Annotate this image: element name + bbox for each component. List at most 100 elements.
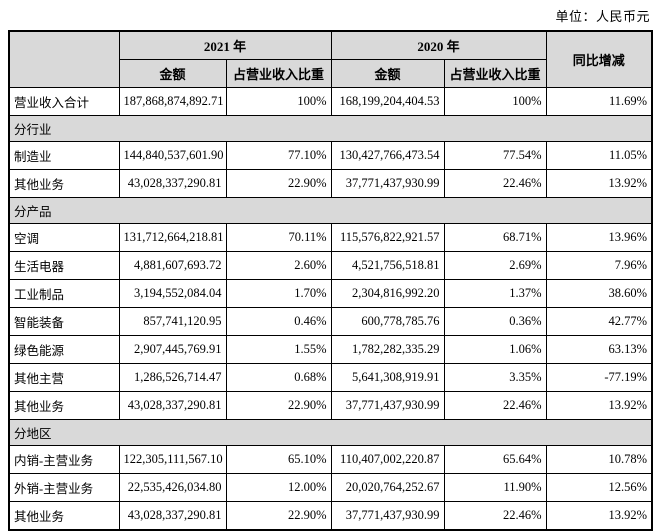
ratio-2020-cell: 3.35% bbox=[443, 363, 547, 392]
row-label-cell: 内销-主营业务 bbox=[8, 445, 120, 474]
ratio-2021-cell: 0.46% bbox=[225, 307, 332, 336]
table-row: 内销-主营业务 122,305,111,567.10 65.10% 110,407,0… bbox=[8, 445, 653, 474]
row-label-cell: 其他主营 bbox=[8, 363, 120, 392]
amount-2021-cell: 1,286,526,714.47 bbox=[118, 363, 227, 392]
amount-2021-cell: 4,881,607,693.72 bbox=[118, 251, 227, 280]
amount-2020-cell: 37,771,437,930.99 bbox=[330, 501, 445, 531]
table-row: 生活电器 4,881,607,693.72 2.60% 4,521,756,518.8… bbox=[8, 251, 653, 280]
amount-2021-cell: 187,868,874,892.71 bbox=[118, 87, 227, 116]
table-row: 其他业务 43,028,337,290.81 22.90% 37,771,437,93… bbox=[8, 391, 653, 420]
amount-2020-cell: 168,199,204,404.53 bbox=[330, 87, 445, 116]
amount-2021-cell: 857,741,120.95 bbox=[118, 307, 227, 336]
amount-2020-cell: 110,407,002,220.87 bbox=[330, 445, 445, 474]
row-label-cell: 生活电器 bbox=[8, 251, 120, 280]
amount-2021-cell: 43,028,337,290.81 bbox=[118, 391, 227, 420]
ratio-2020-header: 占营业收入比重 bbox=[443, 59, 547, 88]
table-row: 工业制品 3,194,552,084.04 1.70% 2,304,816,992.2… bbox=[8, 279, 653, 308]
amount-2020-cell: 600,778,785.76 bbox=[330, 307, 445, 336]
ratio-2020-cell: 22.46% bbox=[443, 501, 547, 531]
header-row-years: 2021 年 2020 年 同比增减 bbox=[8, 30, 653, 88]
yoy-value-cell: 12.56% bbox=[545, 473, 653, 502]
ratio-2021-cell: 77.10% bbox=[225, 141, 332, 170]
ratio-2021-cell: 22.90% bbox=[225, 169, 332, 198]
yoy-value-cell: 63.13% bbox=[545, 335, 653, 364]
ratio-2021-header: 占营业收入比重 bbox=[225, 59, 332, 88]
ratio-2021-cell: 1.70% bbox=[225, 279, 332, 308]
table-header: 2021 年 2020 年 同比增减 金额 占营业收入比重 金额 占营业收入比重 bbox=[8, 30, 653, 88]
amount-2021-cell: 122,305,111,567.10 bbox=[118, 445, 227, 474]
ratio-2020-cell: 22.46% bbox=[443, 391, 547, 420]
ratio-2020-cell: 68.71% bbox=[443, 223, 547, 252]
yoy-value-cell: 13.92% bbox=[545, 501, 653, 531]
amount-2020-cell: 4,521,756,518.81 bbox=[330, 251, 445, 280]
ratio-2021-cell: 100% bbox=[225, 87, 332, 116]
amount-2020-cell: 37,771,437,930.99 bbox=[330, 169, 445, 198]
year-2020-header: 2020 年 bbox=[330, 30, 547, 60]
row-label-cell: 其他业务 bbox=[8, 169, 120, 198]
row-label-cell: 其他业务 bbox=[8, 391, 120, 420]
yoy-value-cell: 11.69% bbox=[545, 87, 653, 116]
table-row: 营业收入合计 187,868,874,892.71 100% 168,199,204,… bbox=[8, 87, 653, 116]
yoy-value-cell: -77.19% bbox=[545, 363, 653, 392]
row-label-cell: 绿色能源 bbox=[8, 335, 120, 364]
year-2021-header: 2021 年 bbox=[118, 30, 332, 60]
amount-2020-cell: 20,020,764,252.67 bbox=[330, 473, 445, 502]
section-label: 分产品 bbox=[8, 197, 653, 224]
amount-2021-cell: 2,907,445,769.91 bbox=[118, 335, 227, 364]
yoy-header: 同比增减 bbox=[545, 30, 653, 88]
row-label-cell: 其他业务 bbox=[8, 501, 120, 531]
row-label-cell: 工业制品 bbox=[8, 279, 120, 308]
amount-2020-cell: 37,771,437,930.99 bbox=[330, 391, 445, 420]
table-row: 制造业 144,840,537,601.90 77.10% 130,427,766,4… bbox=[8, 141, 653, 170]
yoy-value-cell: 13.96% bbox=[545, 223, 653, 252]
ratio-2020-cell: 1.37% bbox=[443, 279, 547, 308]
header-row-metrics: 金额 占营业收入比重 金额 占营业收入比重 bbox=[9, 59, 652, 88]
table-row: 空调 131,712,664,218.81 70.11% 115,576,822,92… bbox=[8, 223, 653, 252]
ratio-2020-cell: 100% bbox=[443, 87, 547, 116]
ratio-2020-cell: 11.90% bbox=[443, 473, 547, 502]
ratio-2021-cell: 2.60% bbox=[225, 251, 332, 280]
corner-empty-cell bbox=[8, 30, 120, 88]
ratio-2021-cell: 65.10% bbox=[225, 445, 332, 474]
amount-2021-cell: 43,028,337,290.81 bbox=[118, 501, 227, 531]
table-row: 智能装备 857,741,120.95 0.46% 600,778,785.76 0.3… bbox=[8, 307, 653, 336]
ratio-2021-cell: 22.90% bbox=[225, 391, 332, 420]
amount-2020-cell: 130,427,766,473.54 bbox=[330, 141, 445, 170]
ratio-2021-cell: 1.55% bbox=[225, 335, 332, 364]
row-label-cell: 营业收入合计 bbox=[8, 87, 120, 116]
ratio-2021-cell: 70.11% bbox=[225, 223, 332, 252]
ratio-2021-cell: 0.68% bbox=[225, 363, 332, 392]
ratio-2020-cell: 77.54% bbox=[443, 141, 547, 170]
amount-2020-cell: 115,576,822,921.57 bbox=[330, 223, 445, 252]
row-label-cell: 智能装备 bbox=[8, 307, 120, 336]
amount-2020-cell: 5,641,308,919.91 bbox=[330, 363, 445, 392]
ratio-2021-cell: 22.90% bbox=[225, 501, 332, 531]
yoy-value-cell: 10.78% bbox=[545, 445, 653, 474]
ratio-2020-cell: 2.69% bbox=[443, 251, 547, 280]
amount-2021-cell: 43,028,337,290.81 bbox=[118, 169, 227, 198]
section-row: 分行业 bbox=[8, 115, 653, 142]
amount-2021-cell: 131,712,664,218.81 bbox=[118, 223, 227, 252]
ratio-2021-cell: 12.00% bbox=[225, 473, 332, 502]
section-label: 分行业 bbox=[8, 115, 653, 142]
table-row: 其他业务 43,028,337,290.81 22.90% 37,771,437,93… bbox=[8, 169, 653, 198]
amount-2021-cell: 22,535,426,034.80 bbox=[118, 473, 227, 502]
ratio-2020-cell: 22.46% bbox=[443, 169, 547, 198]
amount-2021-header: 金额 bbox=[118, 59, 227, 88]
yoy-value-cell: 38.60% bbox=[545, 279, 653, 308]
row-label-cell: 空调 bbox=[8, 223, 120, 252]
row-label-cell: 制造业 bbox=[8, 141, 120, 170]
yoy-value-cell: 13.92% bbox=[545, 391, 653, 420]
yoy-value-cell: 42.77% bbox=[545, 307, 653, 336]
table-row: 其他业务 43,028,337,290.81 22.90% 37,771,437,93… bbox=[8, 501, 653, 531]
table-row: 其他主营 1,286,526,714.47 0.68% 5,641,308,919.9… bbox=[8, 363, 653, 392]
section-label: 分地区 bbox=[8, 419, 653, 446]
row-label-cell: 外销-主营业务 bbox=[8, 473, 120, 502]
revenue-breakdown-table: 2021 年 2020 年 同比增减 金额 占营业收入比重 金额 占营业收入比重… bbox=[8, 30, 654, 531]
yoy-value-cell: 13.92% bbox=[545, 169, 653, 198]
yoy-value-cell: 7.96% bbox=[545, 251, 653, 280]
yoy-value-cell: 11.05% bbox=[545, 141, 653, 170]
table-row: 外销-主营业务 22,535,426,034.80 12.00% 20,020,764… bbox=[8, 473, 653, 502]
ratio-2020-cell: 65.64% bbox=[443, 445, 547, 474]
amount-2020-cell: 2,304,816,992.20 bbox=[330, 279, 445, 308]
